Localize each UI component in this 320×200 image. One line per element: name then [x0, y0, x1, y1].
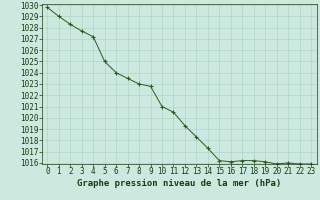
X-axis label: Graphe pression niveau de la mer (hPa): Graphe pression niveau de la mer (hPa): [77, 179, 281, 188]
